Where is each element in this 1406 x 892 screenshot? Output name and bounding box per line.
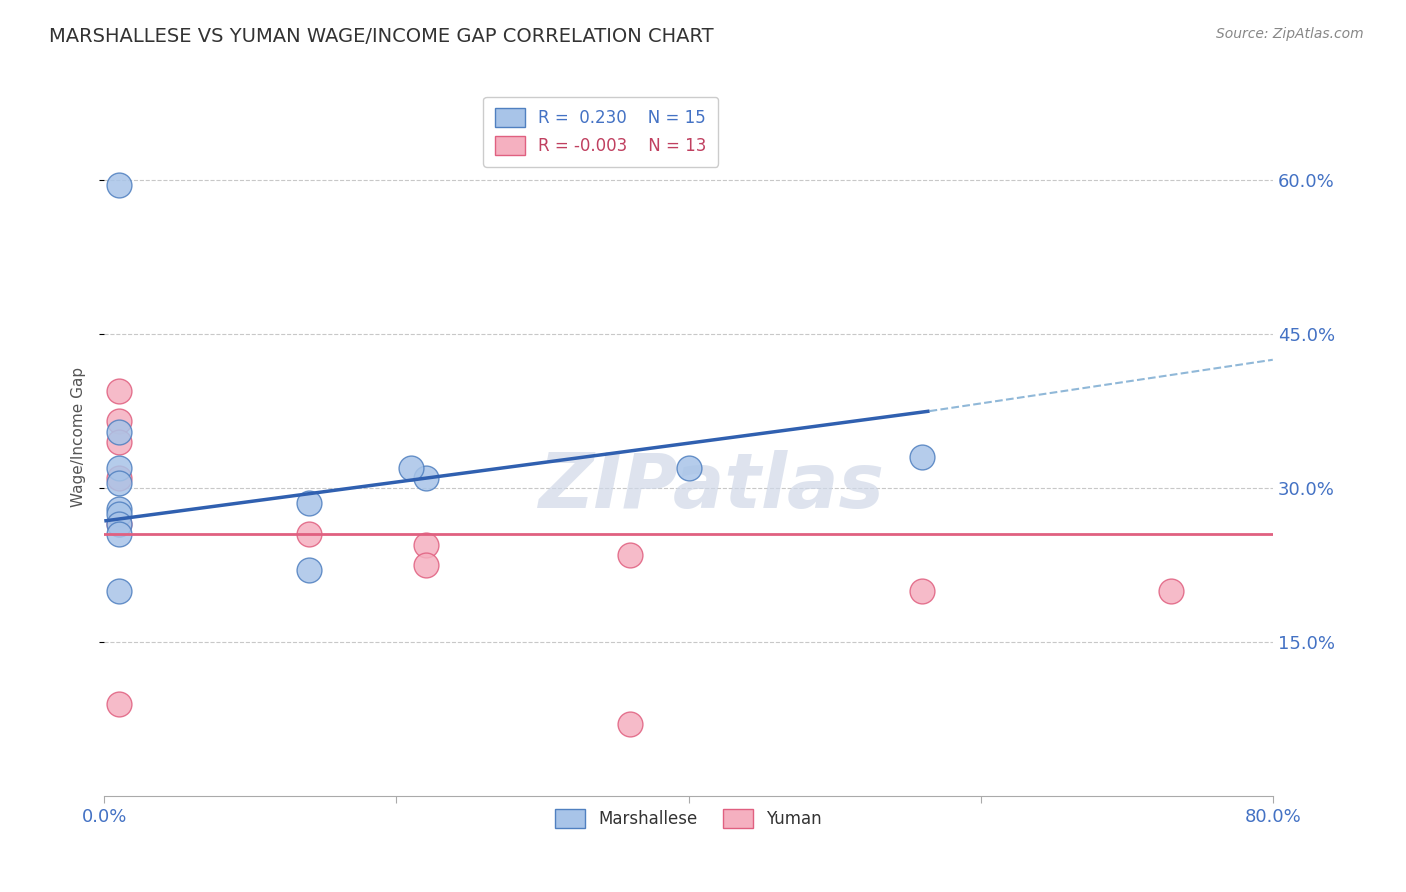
Point: [415, 471, 437, 485]
Point: [619, 548, 641, 562]
Point: [678, 460, 700, 475]
Point: [108, 501, 131, 516]
Point: [415, 558, 437, 573]
Point: [108, 475, 131, 490]
Point: [108, 414, 131, 428]
Point: [108, 516, 131, 531]
Legend: Marshallese, Yuman: Marshallese, Yuman: [548, 802, 828, 835]
Point: [911, 583, 934, 598]
Point: [298, 496, 321, 510]
Text: ZIPatlas: ZIPatlas: [538, 450, 884, 524]
Point: [108, 471, 131, 485]
Point: [108, 460, 131, 475]
Point: [108, 384, 131, 398]
Y-axis label: Wage/Income Gap: Wage/Income Gap: [72, 367, 86, 507]
Point: [619, 717, 641, 731]
Point: [108, 516, 131, 531]
Point: [1160, 583, 1182, 598]
Point: [298, 527, 321, 541]
Point: [108, 425, 131, 439]
Point: [108, 434, 131, 449]
Point: [108, 178, 131, 193]
Point: [108, 697, 131, 711]
Point: [298, 563, 321, 577]
Text: MARSHALLESE VS YUMAN WAGE/INCOME GAP CORRELATION CHART: MARSHALLESE VS YUMAN WAGE/INCOME GAP COR…: [49, 27, 714, 45]
Point: [108, 507, 131, 521]
Text: Source: ZipAtlas.com: Source: ZipAtlas.com: [1216, 27, 1364, 41]
Point: [108, 527, 131, 541]
Point: [415, 537, 437, 551]
Point: [399, 460, 422, 475]
Point: [108, 583, 131, 598]
Point: [911, 450, 934, 465]
